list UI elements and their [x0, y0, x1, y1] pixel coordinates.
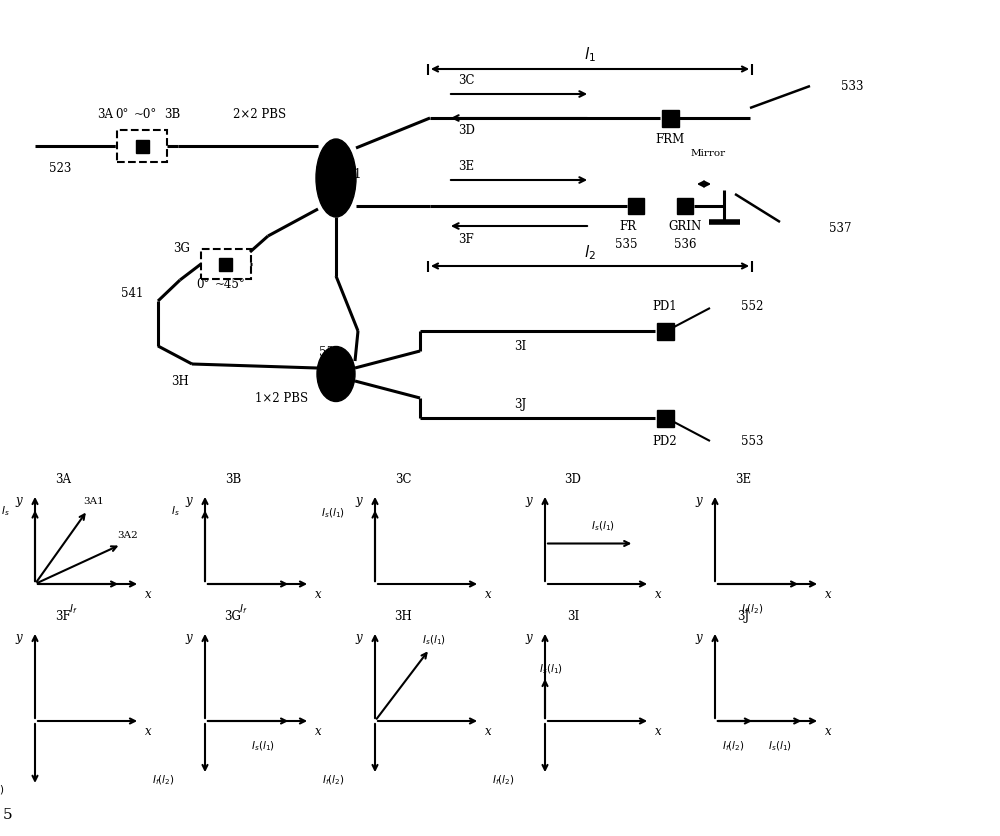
Text: y: y [186, 630, 192, 643]
Text: y: y [356, 630, 362, 643]
Text: $I_s$: $I_s$ [1, 504, 9, 517]
Text: 3A2: 3A2 [117, 530, 138, 539]
Text: $I_s(l_1)$: $I_s(l_1)$ [321, 506, 345, 519]
Text: 3J: 3J [514, 398, 526, 411]
Text: x: x [315, 588, 321, 601]
Text: 541: 541 [121, 287, 143, 300]
Text: y: y [186, 493, 192, 507]
Text: 3I: 3I [567, 609, 579, 623]
Text: $I_f(l_2)$: $I_f(l_2)$ [722, 738, 745, 752]
Text: PD1: PD1 [653, 300, 677, 314]
Text: $I_s(l_1)$: $I_s(l_1)$ [768, 738, 792, 752]
Bar [136, 140, 148, 153]
Text: 5: 5 [3, 807, 13, 821]
Text: PD2: PD2 [653, 435, 677, 448]
Text: 3A: 3A [97, 109, 113, 121]
Text: $I_s(l_1)$: $I_s(l_1)$ [251, 738, 275, 752]
Text: 3E: 3E [735, 473, 751, 486]
Text: 537: 537 [829, 222, 851, 235]
Text: y: y [696, 493, 702, 507]
Text: $I_f(l_2)$: $I_f(l_2)$ [492, 772, 514, 787]
Text: $I_s(l_1)$: $I_s(l_1)$ [539, 661, 563, 675]
Bar [677, 199, 693, 215]
Text: x: x [315, 725, 321, 737]
Text: x: x [145, 588, 151, 601]
Text: 3C: 3C [395, 473, 411, 486]
Text: $I_s(l_1)$: $I_s(l_1)$ [422, 633, 446, 646]
Text: GRIN: GRIN [668, 220, 702, 233]
Text: 3D: 3D [565, 473, 581, 486]
Text: 3A: 3A [55, 473, 71, 486]
Text: $I_f(l_2)$: $I_f(l_2)$ [322, 772, 344, 787]
Text: $I_f(l_2)$: $I_f(l_2)$ [0, 782, 4, 796]
Text: 3H: 3H [171, 375, 189, 388]
Text: 533: 533 [841, 80, 863, 94]
Text: $I_f(l_2)$: $I_f(l_2)$ [741, 601, 764, 615]
Text: Mirror: Mirror [690, 150, 726, 158]
Text: $I_s(l_1)$: $I_s(l_1)$ [591, 519, 615, 533]
Text: ~45°: ~45° [215, 278, 245, 291]
Text: y: y [16, 630, 22, 643]
Text: 3G: 3G [225, 609, 241, 623]
Text: 3J: 3J [737, 609, 749, 623]
Text: 3D: 3D [458, 125, 475, 137]
Text: x: x [655, 588, 661, 601]
Text: $l_2$: $l_2$ [584, 243, 596, 262]
Text: 3E: 3E [458, 161, 474, 173]
Text: 535: 535 [615, 238, 637, 251]
Text: 551: 551 [319, 346, 341, 359]
Text: x: x [485, 725, 491, 737]
Text: 3C: 3C [458, 74, 475, 88]
Text: ~0°: ~0° [133, 109, 157, 121]
Text: $I_s$: $I_s$ [171, 504, 179, 517]
Bar [662, 110, 678, 127]
Text: 3B: 3B [164, 109, 180, 121]
Ellipse shape [317, 347, 355, 402]
Bar [656, 323, 674, 340]
Text: 0°: 0° [196, 278, 210, 291]
Text: $I_f(l_2)$: $I_f(l_2)$ [152, 772, 174, 787]
Bar [656, 410, 674, 427]
Text: x: x [825, 725, 831, 737]
Text: y: y [526, 630, 532, 643]
Text: x: x [825, 588, 831, 601]
Text: y: y [356, 493, 362, 507]
Text: 2×2 PBS: 2×2 PBS [233, 109, 287, 121]
Bar [201, 250, 251, 280]
Bar [628, 199, 644, 215]
Text: x: x [145, 725, 151, 737]
Text: $I_f$: $I_f$ [69, 601, 77, 615]
Text: 3G: 3G [174, 242, 190, 255]
Text: FR: FR [619, 220, 637, 233]
Text: $I_f$: $I_f$ [239, 601, 247, 615]
Text: 3I: 3I [514, 340, 526, 353]
Text: 523: 523 [49, 162, 71, 176]
Text: 3H: 3H [394, 609, 412, 623]
Text: 536: 536 [674, 238, 696, 251]
Text: 3F: 3F [55, 609, 71, 623]
Text: 0°: 0° [115, 109, 129, 121]
Text: y: y [526, 493, 532, 507]
Ellipse shape [316, 140, 356, 217]
Text: x: x [485, 588, 491, 601]
Bar [219, 258, 232, 271]
Bar [117, 131, 167, 163]
Text: y: y [696, 630, 702, 643]
Text: x: x [655, 725, 661, 737]
Text: 1×2 PBS: 1×2 PBS [255, 392, 309, 405]
Text: FRM: FRM [655, 133, 685, 146]
Text: 3B: 3B [225, 473, 241, 486]
Text: 3F: 3F [458, 233, 474, 247]
Text: 553: 553 [741, 435, 763, 448]
Text: y: y [16, 493, 22, 507]
Text: 552: 552 [741, 300, 763, 314]
Text: 3A1: 3A1 [83, 496, 104, 505]
Text: $l_1$: $l_1$ [584, 46, 596, 64]
Text: 531: 531 [339, 168, 361, 181]
